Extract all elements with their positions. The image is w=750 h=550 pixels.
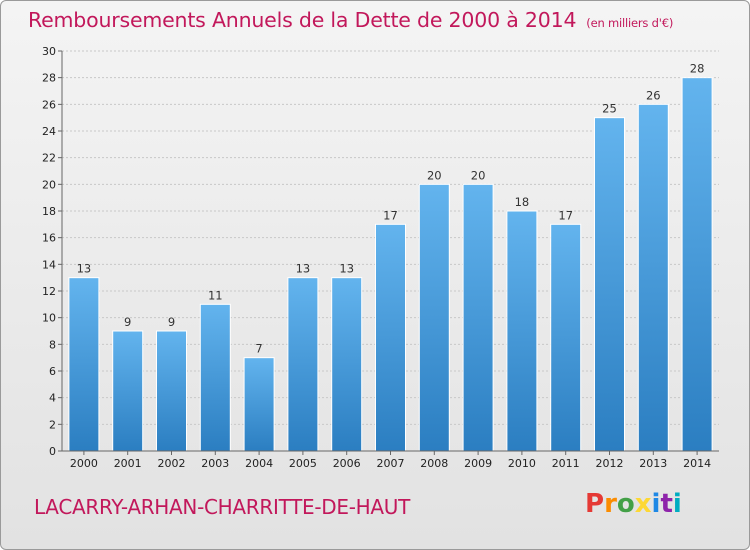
logo-letter: x [634,489,652,519]
proxiti-logo: Proxiti [585,489,682,519]
bar-2011 [550,223,582,452]
x-tick-label: 2007 [377,457,405,470]
bar-value-label: 13 [339,262,354,276]
x-tick-label: 2006 [333,457,361,470]
x-tick-label: 2014 [683,457,711,470]
y-tick-label: 8 [49,338,56,351]
bar-2014 [681,77,713,452]
chart-title-main: Remboursements Annuels de la Dette de 20… [28,8,577,32]
bar-2000 [68,277,100,452]
bar-value-label: 7 [255,342,262,356]
y-tick-label: 28 [42,72,56,85]
bar-value-label: 9 [168,315,175,329]
bar-value-label: 9 [124,315,131,329]
y-tick-label: 24 [42,125,56,138]
logo-letter: t [660,489,673,519]
x-tick-label: 2008 [420,457,448,470]
commune-name: LACARRY-ARHAN-CHARRITTE-DE-HAUT [34,495,411,519]
bar-value-label: 18 [515,195,530,209]
y-tick-label: 4 [49,392,56,405]
bar-2010 [506,210,538,452]
bar-2012 [594,117,625,452]
y-tick-label: 14 [42,258,56,271]
logo-letter: r [604,489,617,519]
x-tick-label: 2001 [114,457,142,470]
bar-2005 [287,277,319,452]
bar-value-label: 13 [77,262,92,276]
x-tick-label: 2013 [639,457,667,470]
bar-value-label: 26 [646,88,661,102]
bar-value-label: 25 [602,102,617,116]
x-tick-label: 2003 [201,457,229,470]
bar-2001 [112,330,144,452]
bar-2004 [243,357,275,452]
bar-2013 [637,103,669,452]
bar-value-label: 11 [208,288,223,302]
bar-value-label: 13 [296,262,311,276]
y-tick-label: 16 [42,232,56,245]
bar-value-label: 17 [383,208,398,222]
bar-value-label: 20 [471,168,486,182]
x-tick-label: 2012 [596,457,624,470]
chart-title-unit: (en milliers d'€) [586,16,674,30]
y-tick-label: 20 [42,178,56,191]
bar-2003 [199,303,231,452]
bar-2007 [375,223,406,452]
bar-value-label: 17 [558,208,573,222]
y-tick-label: 22 [42,152,56,165]
x-tick-label: 2004 [245,457,273,470]
x-tick-label: 2009 [464,457,492,470]
y-tick-label: 6 [49,365,56,378]
bar-2002 [156,330,187,452]
y-tick-label: 18 [42,205,56,218]
y-tick-label: 0 [49,445,56,458]
y-tick-label: 26 [42,98,56,111]
x-tick-label: 2011 [552,457,580,470]
x-tick-label: 2002 [158,457,186,470]
y-tick-label: 10 [42,312,56,325]
y-tick-label: 2 [49,418,56,431]
logo-letter: i [651,489,661,519]
logo-letter: P [585,489,605,519]
chart-title: Remboursements Annuels de la Dette de 20… [28,8,673,32]
bar-value-label: 20 [427,168,442,182]
x-tick-label: 2010 [508,457,536,470]
y-tick-label: 30 [42,45,56,58]
logo-letter: o [616,489,635,519]
y-tick-label: 12 [42,285,56,298]
bar-value-label: 28 [690,62,705,76]
bar-2009 [462,183,494,452]
bar-2006 [331,277,363,452]
bar-2008 [418,183,450,452]
x-tick-label: 2005 [289,457,317,470]
x-tick-label: 2000 [70,457,98,470]
logo-letter: i [672,489,682,519]
